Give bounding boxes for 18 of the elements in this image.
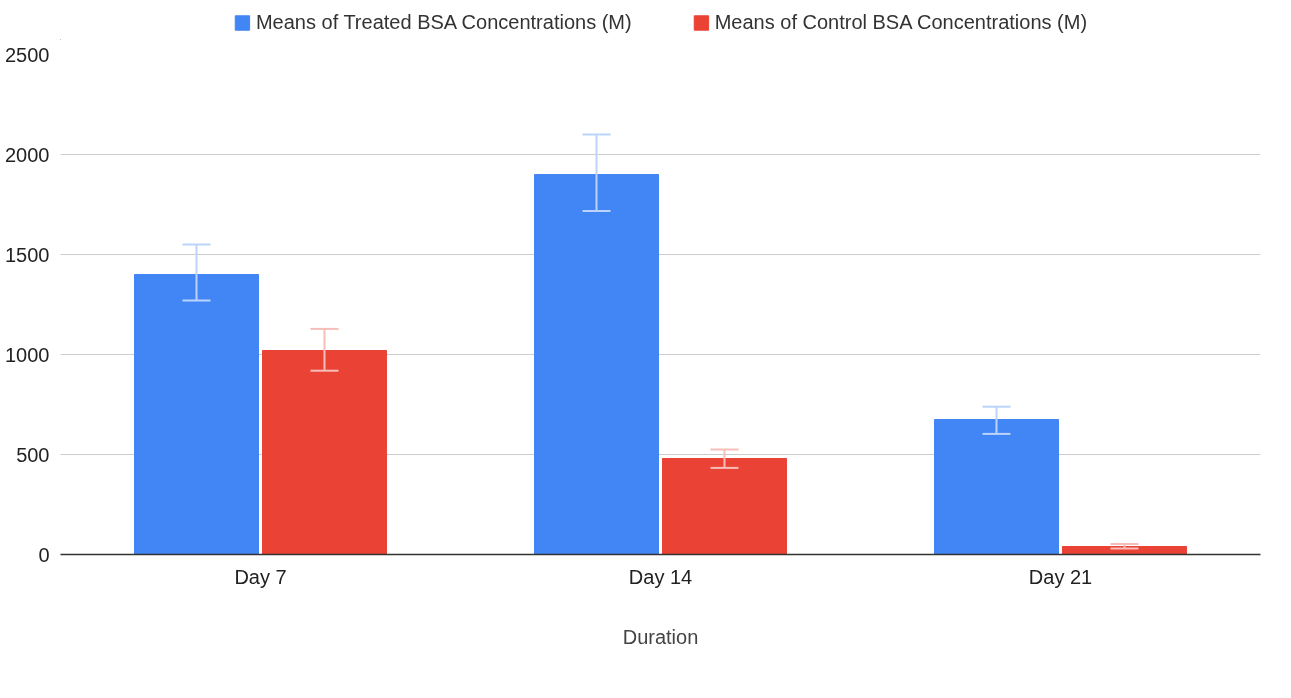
legend-label: Means of Treated BSA Concentrations (M) (255, 10, 632, 34)
x-tick-label: Day 14 (628, 565, 693, 588)
bar (534, 174, 659, 555)
y-tick-label: 2500 (5, 43, 50, 66)
y-tick-label: 0 (38, 543, 50, 566)
bar (262, 350, 387, 555)
legend-label: Means of Control BSA Concentrations (M) (714, 10, 1088, 34)
x-tick-label: Day 7 (234, 565, 287, 588)
bar (934, 419, 1059, 555)
bar (134, 274, 259, 555)
y-tick-label: 1500 (5, 243, 50, 266)
x-axis-title: Duration (622, 625, 699, 648)
bar (662, 458, 787, 555)
y-tick-label: 500 (16, 443, 50, 466)
y-tick-label: 2000 (5, 143, 50, 166)
x-tick-label: Day 21 (1028, 565, 1093, 588)
bar (1062, 546, 1187, 555)
y-tick-label: 1000 (5, 343, 50, 366)
